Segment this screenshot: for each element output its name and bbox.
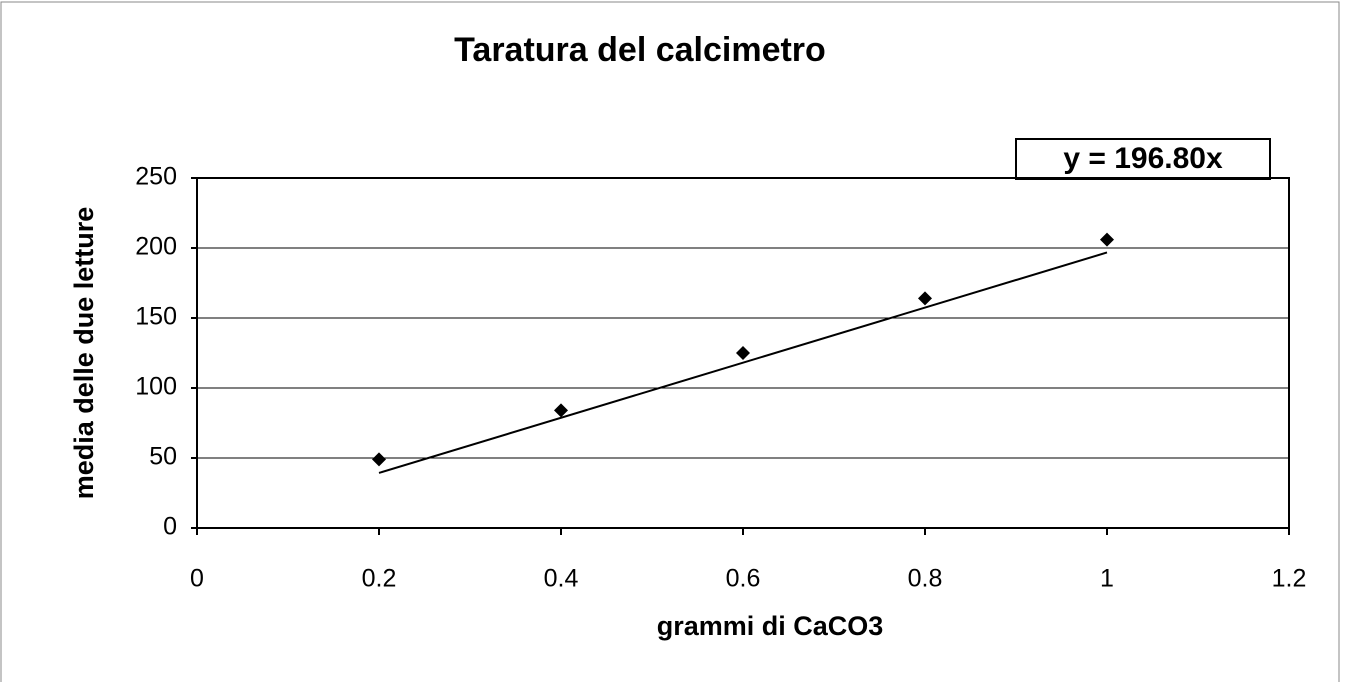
point <box>918 291 932 306</box>
x-tick-label: 0.2 <box>362 565 397 593</box>
y-tick-label: 200 <box>135 233 177 261</box>
x-tick-label: 0.4 <box>544 565 579 593</box>
point <box>1100 232 1114 247</box>
x-axis-label: grammi di CaCO3 <box>657 611 884 641</box>
y-axis-label: media delle due letture <box>69 207 99 500</box>
y-tick-label: 50 <box>149 443 177 471</box>
x-tick-label: 0 <box>190 565 204 593</box>
x-tick-label: 0.8 <box>908 565 943 593</box>
y-tick-label: 0 <box>163 513 177 541</box>
point <box>736 346 750 360</box>
y-tick-label: 150 <box>135 303 177 331</box>
y-tick-label: 100 <box>135 373 177 401</box>
point <box>372 452 386 467</box>
x-tick-label: 0.6 <box>726 565 761 593</box>
plot-area <box>196 177 1290 529</box>
equation: y = 196.80x <box>1063 142 1223 175</box>
x-tick-label: 1 <box>1100 565 1114 593</box>
point <box>554 403 568 418</box>
trendline <box>378 251 1108 474</box>
y-tick-label: 250 <box>135 163 177 191</box>
chart-title: Taratura del calcimetro <box>454 31 826 69</box>
x-tick-label: 1.2 <box>1272 565 1307 593</box>
